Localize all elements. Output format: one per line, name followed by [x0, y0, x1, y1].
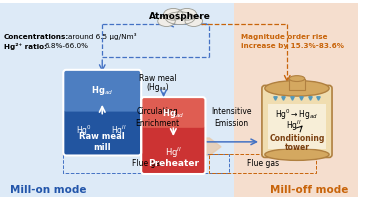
Text: Hg$^{II}$: Hg$^{II}$ [165, 145, 182, 160]
FancyBboxPatch shape [262, 85, 332, 157]
Ellipse shape [177, 8, 197, 20]
Ellipse shape [289, 76, 305, 81]
Text: around 6.5 μg/Nm³: around 6.5 μg/Nm³ [68, 33, 137, 40]
Text: Hg$^{II}$: Hg$^{II}$ [111, 124, 127, 138]
Bar [234, 3, 358, 197]
Text: Raw meal
mill: Raw meal mill [79, 132, 125, 152]
Bar [63, 154, 229, 173]
FancyBboxPatch shape [63, 70, 141, 156]
Bar [0, 3, 234, 197]
FancyBboxPatch shape [141, 97, 205, 128]
Bar [209, 154, 316, 173]
Text: 6.8%-66.0%: 6.8%-66.0% [45, 43, 89, 49]
Text: Flue gas: Flue gas [132, 159, 164, 168]
Bar [268, 104, 326, 149]
Text: Hg$^{II}$: Hg$^{II}$ [286, 119, 302, 133]
Ellipse shape [185, 16, 202, 26]
Text: tower: tower [284, 143, 309, 152]
Text: Mill-on mode: Mill-on mode [10, 185, 86, 195]
Text: Intensitive
Emission: Intensitive Emission [212, 107, 252, 128]
Text: Preheater: Preheater [148, 159, 199, 168]
Bar [289, 79, 305, 90]
Text: Raw meal: Raw meal [139, 74, 177, 83]
Text: Magnitude order rise: Magnitude order rise [241, 34, 328, 40]
Text: Atmosphere: Atmosphere [149, 12, 211, 21]
Text: increase by 15.3%-83.6%: increase by 15.3%-83.6% [241, 43, 344, 49]
Text: Hg$_{ad}$: Hg$_{ad}$ [162, 107, 184, 120]
Ellipse shape [265, 149, 329, 160]
Text: Hg$^0$: Hg$^0$ [76, 124, 92, 138]
Ellipse shape [164, 8, 183, 20]
Text: Flue gas: Flue gas [247, 159, 279, 168]
Text: Hg$_{ad}$: Hg$_{ad}$ [91, 84, 113, 97]
FancyBboxPatch shape [63, 70, 141, 112]
Ellipse shape [166, 12, 195, 25]
FancyBboxPatch shape [141, 97, 205, 174]
Text: Conditioning: Conditioning [269, 134, 325, 143]
Text: (Hgₐₐ): (Hgₐₐ) [146, 83, 169, 92]
Text: Mill-off mode: Mill-off mode [270, 185, 348, 195]
Ellipse shape [158, 16, 175, 26]
FancyArrow shape [63, 138, 221, 156]
Text: Hg$^0$$\rightarrow$Hg$_{ad}$: Hg$^0$$\rightarrow$Hg$_{ad}$ [276, 107, 318, 122]
Text: Circulating
Enrichment: Circulating Enrichment [136, 107, 180, 128]
Text: Concentrations:: Concentrations: [4, 34, 69, 40]
Text: Hg²⁺ ratio:: Hg²⁺ ratio: [4, 43, 47, 50]
Ellipse shape [265, 81, 329, 96]
